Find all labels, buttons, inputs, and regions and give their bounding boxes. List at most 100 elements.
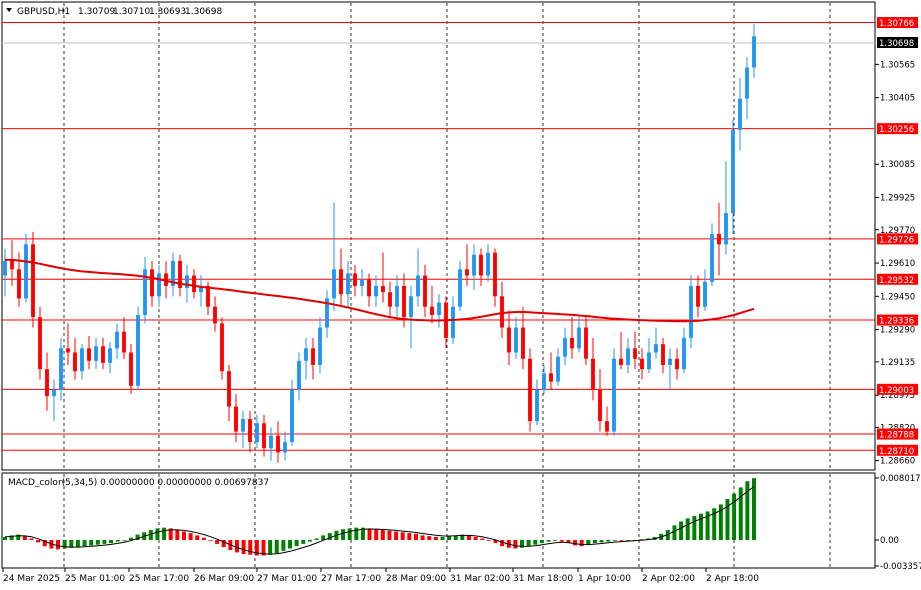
- time-tick-label: 28 Mar 09:00: [386, 574, 446, 584]
- macd-bar: [466, 535, 471, 541]
- macd-bar: [626, 540, 631, 541]
- candle-body: [388, 292, 392, 307]
- macd-bar: [188, 533, 193, 541]
- candle-body: [542, 373, 546, 390]
- dropdown-triangle-icon[interactable]: [6, 8, 12, 12]
- candle-body: [465, 269, 469, 276]
- candle-body: [339, 269, 343, 295]
- candle-body: [661, 344, 665, 365]
- macd-bar: [56, 540, 61, 550]
- ohlc-low: 1.30693: [149, 7, 186, 17]
- candle-body: [570, 337, 574, 349]
- candle-body: [248, 419, 252, 442]
- macd-bar: [473, 536, 478, 541]
- macd-histogram: [3, 478, 756, 556]
- macd-bar: [16, 534, 21, 541]
- macd-bar: [360, 527, 365, 541]
- candle-body: [458, 269, 462, 307]
- candle-body: [395, 285, 399, 307]
- macd-bar: [135, 534, 140, 541]
- macd-bar: [128, 537, 133, 541]
- candle-body: [31, 244, 35, 318]
- macd-bar: [586, 540, 591, 545]
- macd-bar: [460, 534, 465, 541]
- candle-body: [619, 358, 623, 365]
- level-label: 1.30766: [879, 19, 914, 29]
- macd-tick-label: -0.0033570: [880, 562, 921, 572]
- macd-bar: [566, 540, 571, 544]
- level-label: 1.29003: [879, 386, 914, 396]
- time-tick-label: 31 Mar 02:00: [450, 574, 510, 584]
- candle-body: [94, 346, 98, 361]
- macd-bar: [22, 536, 27, 541]
- candle-body: [45, 369, 49, 397]
- candle-body: [668, 358, 672, 365]
- candle-body: [703, 281, 707, 307]
- candle-body: [185, 275, 189, 289]
- candle-body: [556, 356, 560, 382]
- candle-body: [122, 331, 126, 353]
- macd-bar: [407, 533, 412, 541]
- macd-signal-line: [4, 486, 755, 555]
- macd-bar: [520, 540, 524, 548]
- macd-bar: [29, 538, 34, 541]
- ohlc-high: 1.30710: [113, 7, 150, 17]
- macd-bar: [374, 529, 379, 541]
- candle-body: [416, 275, 420, 297]
- candle-body: [227, 371, 231, 407]
- candle-body: [430, 306, 434, 316]
- price-pane[interactable]: [1, 1, 876, 471]
- macd-bar: [513, 540, 518, 549]
- macd-bar: [254, 540, 259, 556]
- price-tick-label: 1.28660: [880, 457, 915, 467]
- macd-bar: [221, 540, 226, 547]
- macd-bar: [579, 540, 584, 547]
- macd-bar: [692, 516, 697, 541]
- macd-bar: [619, 540, 624, 541]
- macd-bar: [553, 540, 558, 541]
- macd-bar: [354, 527, 359, 541]
- macd-bar: [314, 538, 319, 541]
- macd-bar: [367, 528, 372, 541]
- macd-bar: [387, 530, 392, 541]
- candle-body: [17, 269, 21, 299]
- macd-bar: [679, 521, 684, 541]
- macd-bar: [341, 529, 346, 541]
- current-price-label: 1.30698: [879, 39, 914, 49]
- candle-body: [584, 327, 588, 359]
- macd-bar: [62, 540, 67, 549]
- macd-bar: [447, 536, 452, 541]
- candle-body: [66, 348, 70, 353]
- level-label: 1.29336: [879, 317, 914, 327]
- macd-bar: [274, 540, 279, 554]
- ohlc-close: 1.30698: [185, 7, 222, 17]
- candle-body: [108, 348, 112, 363]
- macd-bar: [175, 529, 180, 541]
- candle-body: [332, 269, 336, 299]
- price-tick-label: 1.30405: [880, 94, 915, 104]
- macd-pane[interactable]: [1, 472, 876, 569]
- level-tag: [877, 273, 918, 285]
- price-tick-label: 1.29770: [880, 226, 915, 236]
- time-tick-label: 24 Mar 2025: [3, 574, 60, 584]
- macd-bar: [69, 540, 74, 548]
- candle-body: [3, 260, 7, 276]
- moving-average-line: [5, 258, 755, 323]
- candle-body: [297, 360, 301, 390]
- candle-body: [129, 352, 133, 386]
- candle-body: [262, 423, 266, 449]
- candle-body: [451, 306, 455, 338]
- candle-body: [59, 348, 63, 390]
- candle-body: [220, 323, 224, 372]
- macd-bar: [89, 540, 94, 546]
- candle-body: [507, 327, 511, 353]
- macd-bar: [201, 537, 206, 541]
- candle-body: [402, 285, 406, 318]
- macd-bar: [9, 535, 14, 541]
- candle-body: [654, 344, 658, 353]
- macd-bar: [738, 487, 743, 541]
- time-tick-label: 31 Mar 18:00: [513, 574, 573, 584]
- time-tick-label: 2 Apr 02:00: [642, 574, 695, 584]
- macd-bar: [215, 540, 220, 544]
